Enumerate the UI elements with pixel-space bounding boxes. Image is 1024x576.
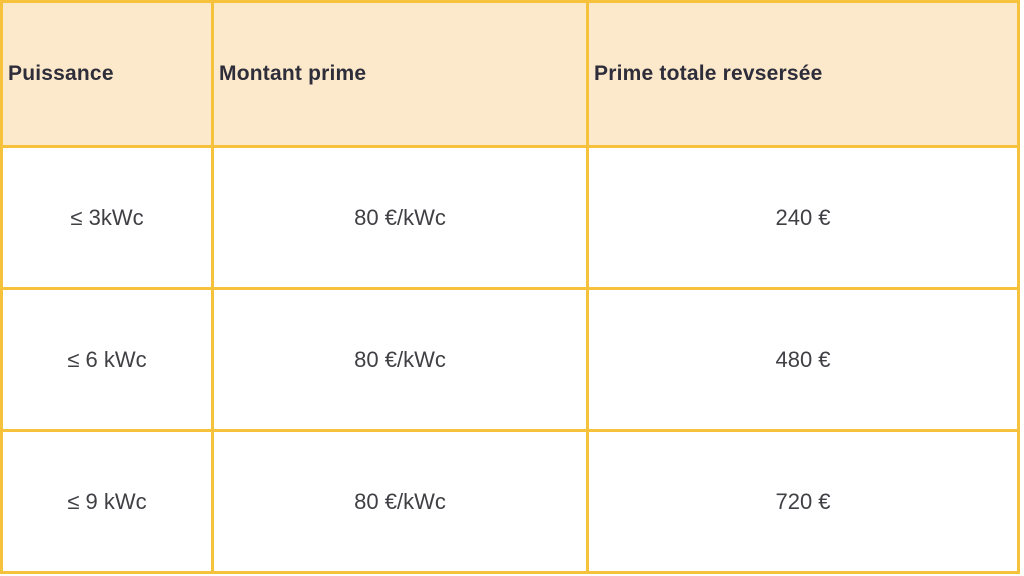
cell-montant-prime: 80 €/kWc (211, 287, 589, 432)
cell-prime-totale: 720 € (586, 429, 1020, 574)
column-header-puissance: Puissance (0, 0, 214, 148)
cell-puissance: ≤ 3kWc (0, 145, 214, 290)
column-header-montant-prime: Montant prime (211, 0, 589, 148)
cell-puissance: ≤ 9 kWc (0, 429, 214, 574)
cell-prime-totale: 480 € (586, 287, 1020, 432)
cell-prime-totale: 240 € (586, 145, 1020, 290)
cell-montant-prime: 80 €/kWc (211, 429, 589, 574)
table-row: ≤ 9 kWc 80 €/kWc 720 € (0, 429, 1020, 574)
column-header-prime-totale: Prime totale revsersée (586, 0, 1020, 148)
cell-puissance: ≤ 6 kWc (0, 287, 214, 432)
cell-montant-prime: 80 €/kWc (211, 145, 589, 290)
table-row: ≤ 3kWc 80 €/kWc 240 € (0, 145, 1020, 290)
table-row: ≤ 6 kWc 80 €/kWc 480 € (0, 287, 1020, 432)
table-header-row: Puissance Montant prime Prime totale rev… (0, 0, 1020, 148)
